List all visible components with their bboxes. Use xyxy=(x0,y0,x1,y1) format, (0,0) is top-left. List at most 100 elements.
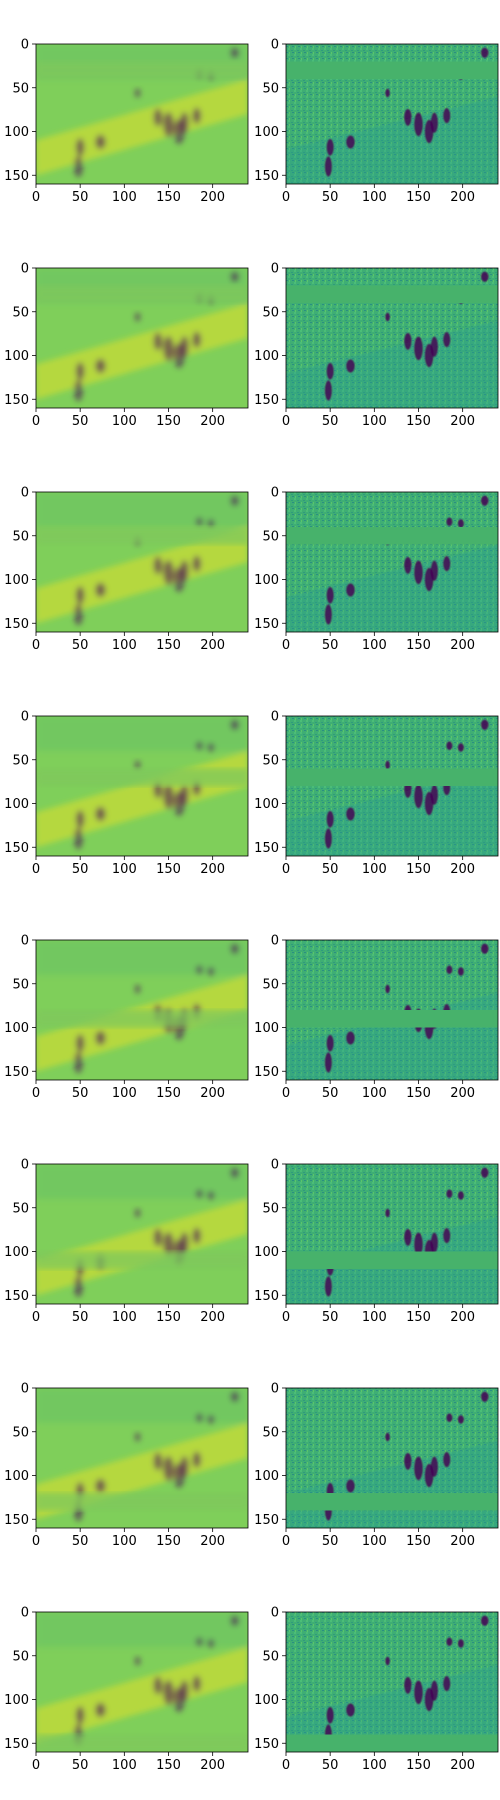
x-tick-label: 150 xyxy=(406,190,431,205)
y-tick-label: 100 xyxy=(4,349,29,364)
x-tick-label: 100 xyxy=(362,1086,387,1101)
x-tick-label: 200 xyxy=(450,1534,475,1549)
y-tick-label: 150 xyxy=(4,1513,29,1528)
x-tick-label: 150 xyxy=(156,1534,181,1549)
panel-r8-left: 0 50 100 150 200 0 50 100 150 xyxy=(4,1606,249,1773)
y-tick-label: 150 xyxy=(254,1737,279,1752)
y-tick-label: 50 xyxy=(262,1201,279,1216)
x-tick-label: 200 xyxy=(450,1086,475,1101)
x-tick-label: 150 xyxy=(156,862,181,877)
x-tick-label: 0 xyxy=(32,638,40,653)
panel-r6-right: 0 50 100 150 200 0 50 100 150 xyxy=(254,1158,499,1325)
panel-r5-right: 0 50 100 150 200 0 50 100 150 xyxy=(254,934,499,1101)
x-tick-label: 100 xyxy=(362,1310,387,1325)
y-tick-label: 0 xyxy=(21,486,29,501)
y-tick-label: 0 xyxy=(21,934,29,949)
axes-frame xyxy=(35,1387,249,1529)
x-tick-label: 100 xyxy=(112,1086,137,1101)
x-tick-label: 200 xyxy=(200,1086,225,1101)
axes-frame xyxy=(285,1387,499,1529)
y-tick-label: 150 xyxy=(4,617,29,632)
x-tick-label: 100 xyxy=(362,638,387,653)
y-tick-label: 0 xyxy=(21,1606,29,1621)
image-raster xyxy=(36,1388,248,1528)
y-tick-label: 150 xyxy=(254,169,279,184)
y-tick-label: 0 xyxy=(271,1158,279,1173)
y-tick-label: 100 xyxy=(254,573,279,588)
x-tick-label: 150 xyxy=(156,638,181,653)
y-tick-label: 150 xyxy=(254,1513,279,1528)
x-tick-label: 200 xyxy=(450,1310,475,1325)
image-raster xyxy=(286,1388,498,1528)
x-tick-label: 200 xyxy=(200,862,225,877)
x-tick-label: 0 xyxy=(282,862,290,877)
y-tick-label: 100 xyxy=(4,1245,29,1260)
x-tick-label: 100 xyxy=(362,414,387,429)
x-tick-label: 150 xyxy=(406,1534,431,1549)
x-tick-label: 50 xyxy=(322,1086,339,1101)
panel-r1-right: 0 50 100 150 200 0 50 100 150 xyxy=(254,38,499,205)
y-tick-label: 100 xyxy=(4,1693,29,1708)
x-tick-label: 50 xyxy=(72,1758,89,1773)
x-tick-label: 200 xyxy=(450,414,475,429)
x-tick-label: 0 xyxy=(32,862,40,877)
x-tick-label: 50 xyxy=(322,1534,339,1549)
axes-frame xyxy=(35,939,249,1081)
x-tick-label: 0 xyxy=(32,414,40,429)
image-raster xyxy=(36,716,248,856)
y-tick-label: 50 xyxy=(12,1425,29,1440)
axes-frame xyxy=(285,715,499,857)
x-tick-label: 100 xyxy=(112,190,137,205)
x-tick-label: 50 xyxy=(72,862,89,877)
y-tick-label: 100 xyxy=(254,797,279,812)
axes-frame xyxy=(35,43,249,185)
panel-r5-left: 0 50 100 150 200 0 50 100 150 xyxy=(4,934,249,1101)
x-tick-label: 0 xyxy=(32,1086,40,1101)
panel-r4-left: 0 50 100 150 200 0 50 100 150 xyxy=(4,710,249,877)
y-tick-label: 100 xyxy=(254,1245,279,1260)
x-tick-label: 100 xyxy=(112,638,137,653)
x-tick-label: 50 xyxy=(322,190,339,205)
x-tick-label: 0 xyxy=(282,1534,290,1549)
x-tick-label: 0 xyxy=(282,414,290,429)
image-raster xyxy=(36,268,248,408)
y-tick-label: 0 xyxy=(271,1606,279,1621)
y-tick-label: 100 xyxy=(4,1021,29,1036)
y-tick-label: 50 xyxy=(262,81,279,96)
x-tick-label: 50 xyxy=(322,414,339,429)
x-tick-label: 100 xyxy=(362,862,387,877)
x-tick-label: 0 xyxy=(282,190,290,205)
y-tick-label: 0 xyxy=(271,1382,279,1397)
panel-r7-right: 0 50 100 150 200 0 50 100 150 xyxy=(254,1382,499,1549)
x-tick-label: 150 xyxy=(156,190,181,205)
image-raster xyxy=(36,1164,248,1304)
y-tick-label: 150 xyxy=(4,1065,29,1080)
y-tick-label: 150 xyxy=(4,393,29,408)
y-tick-label: 150 xyxy=(254,841,279,856)
x-tick-label: 150 xyxy=(406,1310,431,1325)
x-tick-label: 50 xyxy=(72,190,89,205)
x-tick-label: 50 xyxy=(322,862,339,877)
panel-r2-left: 0 50 100 150 200 0 50 100 150 xyxy=(4,262,249,429)
y-tick-label: 50 xyxy=(12,1201,29,1216)
y-tick-label: 100 xyxy=(254,1469,279,1484)
y-tick-label: 150 xyxy=(254,393,279,408)
x-tick-label: 200 xyxy=(200,1534,225,1549)
y-tick-label: 0 xyxy=(271,486,279,501)
image-raster xyxy=(286,940,498,1080)
x-tick-label: 150 xyxy=(406,414,431,429)
image-raster xyxy=(36,1612,248,1752)
y-tick-label: 0 xyxy=(271,262,279,277)
x-tick-label: 0 xyxy=(282,1758,290,1773)
x-tick-label: 0 xyxy=(32,190,40,205)
x-tick-label: 200 xyxy=(200,1758,225,1773)
y-tick-label: 50 xyxy=(262,753,279,768)
axes-frame xyxy=(285,1163,499,1305)
x-tick-label: 100 xyxy=(112,1310,137,1325)
image-raster xyxy=(36,44,248,184)
x-tick-label: 200 xyxy=(450,638,475,653)
x-tick-label: 50 xyxy=(72,1534,89,1549)
axes-frame xyxy=(35,1163,249,1305)
y-tick-label: 100 xyxy=(254,349,279,364)
x-tick-label: 100 xyxy=(362,1534,387,1549)
